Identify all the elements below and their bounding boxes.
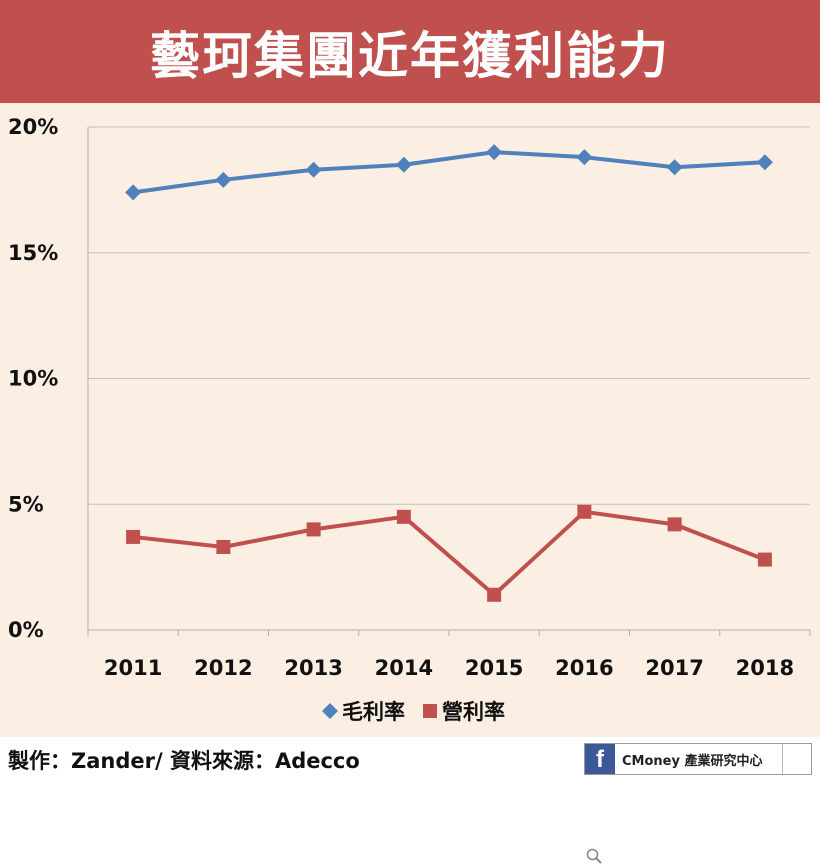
- data-point-square: [126, 529, 141, 544]
- x-tick-label: 2011: [104, 656, 162, 680]
- data-point-square: [757, 552, 772, 567]
- series-line-2: [132, 509, 766, 597]
- chart-background: [0, 103, 820, 737]
- legend-label: 營利率: [442, 700, 505, 724]
- x-tick-label: 2018: [736, 656, 794, 680]
- footer: 製作：Zander/ 資料來源：Adecco f CMoney 產業研究中心: [0, 737, 820, 864]
- x-tick-label: 2013: [284, 656, 342, 680]
- data-point-diamond: [756, 154, 773, 171]
- data-point-diamond: [395, 156, 412, 173]
- y-tick-label: 0%: [8, 618, 44, 642]
- data-point-square: [216, 540, 231, 555]
- brand-label: CMoney 產業研究中心: [622, 753, 763, 769]
- data-point-square: [306, 522, 321, 537]
- legend-marker-diamond: [322, 703, 338, 719]
- data-point-square: [396, 509, 411, 524]
- facebook-icon: f: [585, 744, 615, 774]
- legend-label: 毛利率: [342, 700, 405, 724]
- x-tick-label: 2016: [555, 656, 613, 680]
- data-point-diamond: [576, 149, 593, 166]
- data-point-square: [667, 517, 682, 532]
- x-tick-label: 2012: [194, 656, 252, 680]
- data-point-diamond: [125, 184, 142, 201]
- data-point-diamond: [486, 144, 503, 161]
- data-point-diamond: [305, 161, 322, 178]
- search-icon[interactable]: [586, 744, 811, 864]
- data-point-diamond: [666, 159, 683, 176]
- chart-title: 藝珂集團近年獲利能力: [150, 26, 670, 85]
- line-chart: 0% 5% 10% 15% 20% 2011 2012 2013 2014 2015 2016 201…: [8, 115, 811, 724]
- title-banner: 藝珂集團近年獲利能力: [0, 0, 820, 103]
- data-point-square: [577, 504, 592, 519]
- x-tick-label: 2017: [645, 656, 703, 680]
- data-point-diamond: [215, 171, 232, 188]
- x-tick-label: 2015: [465, 656, 523, 680]
- source-credit: 製作：Zander/ 資料來源：Adecco: [8, 749, 360, 773]
- series-line-1: [132, 150, 765, 195]
- y-tick-label: 5%: [8, 492, 44, 516]
- legend-marker-square: [423, 704, 437, 718]
- x-tick-label: 2014: [375, 656, 433, 680]
- y-tick-label: 15%: [8, 241, 58, 265]
- cmoney-facebook-badge[interactable]: f CMoney 產業研究中心: [584, 743, 812, 864]
- y-tick-label: 10%: [8, 367, 58, 391]
- y-tick-label: 20%: [8, 115, 58, 139]
- data-point-square: [487, 587, 502, 602]
